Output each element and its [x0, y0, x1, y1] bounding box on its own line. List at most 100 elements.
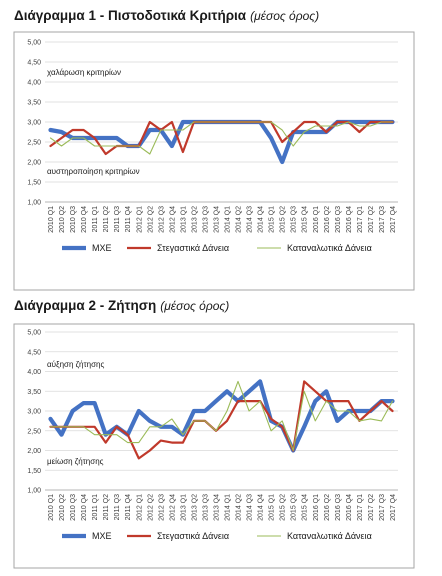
legend-label-2: Στεγαστικά Δάνεια: [157, 243, 229, 253]
x-tick-label: 2015 Q1: [269, 494, 276, 521]
x-tick-label: 2015 Q3: [291, 494, 298, 521]
x-tick-label: 2014 Q2: [236, 206, 243, 233]
y-tick-label: 3,50: [27, 389, 41, 396]
x-tick-label: 2015 Q2: [280, 206, 287, 233]
x-tick-label: 2015 Q2: [280, 494, 287, 521]
x-tick-label: 2010 Q4: [81, 206, 88, 233]
y-tick-label: 1,50: [27, 180, 41, 187]
y-tick-label: 4,00: [27, 369, 41, 376]
chart-2-plot: 1,00 1,50 2,00 2,50 3,00 3,50 4,00 4,50 5,00 2010…: [13, 323, 415, 569]
legend-label-1: ΜΧΕ: [92, 243, 112, 253]
x-tick-label: 2011 Q4: [125, 494, 132, 520]
y-tick-label: 1,00: [27, 200, 41, 207]
y-tick-label: 1,50: [27, 468, 41, 475]
x-tick-label: 2016 Q2: [324, 206, 331, 233]
y-tick-label: 4,50: [27, 60, 41, 67]
x-tick-label: 2014 Q1: [225, 494, 232, 521]
y-tick-label: 2,50: [27, 140, 41, 147]
chart-1-subtitle: (μέσος όρος): [250, 9, 320, 23]
x-tick-label: 2015 Q1: [269, 206, 276, 233]
x-tick-label: 2014 Q4: [258, 206, 265, 233]
x-tick-label: 2010 Q2: [59, 206, 66, 233]
chart-1-plot: 1,00 1,50 2,00 2,50 3,00 3,50 4,00 4,50 5,00 2010…: [13, 31, 415, 291]
x-tick-label: 2017 Q3: [379, 494, 386, 521]
x-tick-label: 2016 Q3: [335, 206, 342, 233]
y-tick-label: 3,00: [27, 120, 41, 127]
legend-label-2: Στεγαστικά Δάνεια: [157, 531, 229, 541]
series-line-1: [48, 379, 395, 453]
x-tick-label: 2017 Q4: [390, 494, 397, 521]
x-tick-label: 2012 Q1: [136, 494, 143, 521]
chart-1-heading: Διάγραμμα 1 - Πιστοδοτικά Κριτήρια (μέσος…: [14, 8, 319, 23]
x-tick-label: 2011 Q2: [103, 494, 110, 520]
x-tick-label: 2010 Q2: [59, 494, 66, 521]
x-tick-label: 2011 Q3: [114, 494, 121, 520]
chart-2-title: Διάγραμμα 2 - Ζήτηση: [14, 298, 157, 313]
x-tick-label: 2014 Q3: [247, 206, 254, 233]
x-tick-label: 2011 Q1: [92, 494, 99, 520]
x-tick-label: 2012 Q2: [147, 206, 154, 233]
x-tick-label: 2017 Q2: [368, 206, 375, 233]
series-line-2: [49, 380, 394, 460]
chart-2-heading: Διάγραμμα 2 - Ζήτηση (μέσος όρος): [14, 298, 229, 313]
x-tick-label: 2015 Q4: [302, 494, 309, 521]
y-tick-label: 3,50: [27, 100, 41, 107]
x-tick-label: 2011 Q2: [103, 206, 110, 232]
x-tick-label: 2015 Q3: [291, 206, 298, 233]
series-line-3: [49, 121, 394, 155]
x-tick-label: 2013 Q2: [191, 494, 198, 521]
x-tick-label: 2010 Q1: [48, 206, 55, 233]
x-tick-label: 2013 Q4: [213, 494, 220, 521]
x-tick-label: 2016 Q1: [313, 494, 320, 521]
y-tick-label: 2,00: [27, 448, 41, 455]
x-tick-label: 2016 Q2: [324, 494, 331, 521]
x-tick-label: 2011 Q3: [114, 206, 121, 232]
x-tick-label: 2013 Q1: [180, 206, 187, 233]
x-tick-label: 2012 Q4: [169, 494, 176, 521]
x-tick-label: 2010 Q3: [70, 494, 77, 521]
annotation-bottom: αυστηροποίηση κριτηρίων: [47, 167, 140, 176]
x-tick-label: 2017 Q3: [379, 206, 386, 233]
annotation-top: αύξηση ζήτησης: [47, 360, 104, 369]
x-tick-label: 2014 Q4: [258, 494, 265, 521]
x-tick-label: 2012 Q3: [158, 494, 165, 521]
x-tick-label: 2017 Q1: [357, 494, 364, 521]
x-tick-label: 2015 Q4: [302, 206, 309, 233]
y-tick-label: 2,00: [27, 160, 41, 167]
chart-2-subtitle: (μέσος όρος): [160, 299, 230, 313]
x-tick-label: 2013 Q3: [202, 206, 209, 233]
x-tick-label: 2010 Q4: [81, 494, 88, 521]
legend-label-3: Καταναλωτικά Δάνεια: [287, 243, 372, 253]
x-tick-label: 2013 Q2: [191, 206, 198, 233]
chart-1-title: Διάγραμμα 1 - Πιστοδοτικά Κριτήρια: [14, 8, 247, 23]
annotation-bottom: μείωση ζήτησης: [47, 457, 104, 466]
y-tick-label: 4,00: [27, 80, 41, 87]
x-tick-label: 2013 Q4: [213, 206, 220, 233]
x-tick-label: 2012 Q3: [158, 206, 165, 233]
x-tick-label: 2014 Q3: [247, 494, 254, 521]
x-tick-label: 2013 Q1: [180, 494, 187, 521]
x-tick-label: 2011 Q4: [125, 206, 132, 232]
x-tick-label: 2010 Q1: [48, 494, 55, 521]
x-tick-label: 2010 Q3: [70, 206, 77, 233]
x-tick-label: 2012 Q1: [136, 206, 143, 233]
x-tick-label: 2016 Q4: [346, 494, 353, 521]
legend-label-1: ΜΧΕ: [92, 531, 112, 541]
x-tick-label: 2014 Q2: [236, 494, 243, 521]
x-tick-label: 2011 Q1: [92, 206, 99, 232]
x-tick-label: 2017 Q4: [390, 206, 397, 233]
x-tick-label: 2016 Q4: [346, 206, 353, 233]
x-tick-label: 2013 Q3: [202, 494, 209, 521]
y-tick-label: 2,50: [27, 428, 41, 435]
y-tick-label: 4,50: [27, 349, 41, 356]
chart-frame: [13, 323, 415, 569]
annotation-top: χαλάρωση κριτηρίων: [47, 68, 121, 77]
x-tick-label: 2012 Q2: [147, 494, 154, 521]
series-line-3: [49, 380, 394, 452]
y-tick-label: 3,00: [27, 409, 41, 416]
x-tick-label: 2016 Q3: [335, 494, 342, 521]
x-tick-label: 2017 Q2: [368, 494, 375, 521]
y-tick-label: 5,00: [27, 330, 41, 337]
x-tick-label: 2016 Q1: [313, 206, 320, 233]
x-tick-label: 2012 Q4: [169, 206, 176, 233]
